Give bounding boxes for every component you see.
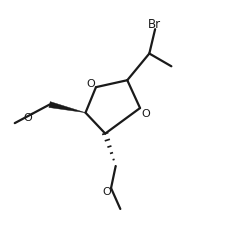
- Text: O: O: [24, 112, 32, 122]
- Text: Br: Br: [148, 18, 161, 31]
- Text: O: O: [141, 108, 150, 118]
- Text: O: O: [102, 186, 111, 196]
- Text: O: O: [86, 79, 95, 89]
- Polygon shape: [49, 102, 85, 113]
